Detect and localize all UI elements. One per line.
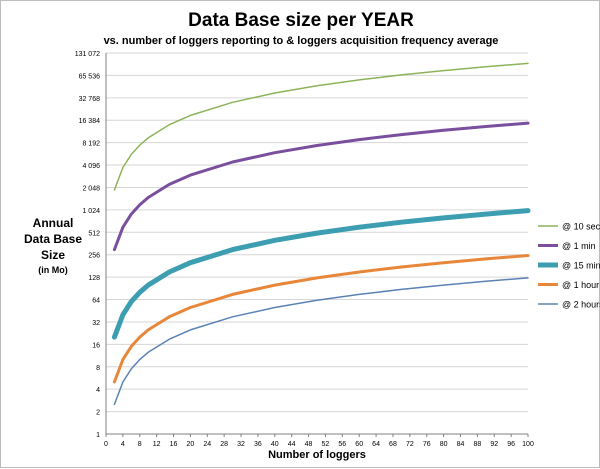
y-tick-label: 1 [96,432,100,439]
y-axis-title-line-1: Annual [33,216,74,230]
legend-label: @ 1 hour [562,280,599,290]
y-tick-label: 8 192 [82,141,100,148]
x-tick-label: 24 [203,441,211,448]
y-tick-label: 16 384 [79,118,101,125]
x-tick-label: 100 [522,441,534,448]
y-tick-labels: 1 2 4 8 16 32 64 128 256 512 1 024 2 048 4 096 8 192 1… [75,51,100,439]
x-tick-labels: 0 4 8 12 16 20 24 28 32 36 40 44 48 52 56 60 64 68 72 76 80 8… [104,434,534,448]
series-lines [111,62,531,406]
chart-title: Data Base size per YEAR [188,10,414,31]
x-tick-label: 20 [187,441,195,448]
y-tick-label: 8 [96,365,100,372]
legend: @ 10 sec @ 1 min @ 15 min @ 1 hour @ 2 hours [538,222,600,310]
x-tick-label: 80 [440,441,448,448]
y-tick-label: 512 [88,230,100,237]
x-tick-label: 32 [237,441,245,448]
x-tick-label: 44 [288,441,296,448]
x-tick-label: 68 [389,441,397,448]
x-tick-label: 52 [322,441,330,448]
x-tick-label: 8 [138,441,142,448]
x-tick-label: 84 [457,441,465,448]
y-tick-label: 32 768 [79,96,101,103]
chart-subtitle: vs. number of loggers reporting to & log… [104,35,499,47]
legend-label: @ 15 min [562,261,600,271]
y-tick-label: 16 [92,342,100,349]
x-tick-label: 92 [490,441,498,448]
y-tick-label: 2 [96,410,100,417]
series-line-1 [113,62,529,191]
legend-label: @ 2 hours [562,300,600,310]
y-tick-label: 2 048 [82,185,100,192]
x-tick-label: 4 [121,441,125,448]
y-tick-label: 32 [92,320,100,327]
y-axis-title-line-3: Size [41,248,65,262]
y-tick-label: 64 [92,298,100,305]
y-tick-label: 128 [88,275,100,282]
x-tick-label: 96 [507,441,515,448]
x-tick-label: 12 [153,441,161,448]
x-tick-label: 64 [372,441,380,448]
x-tick-label: 60 [355,441,363,448]
x-tick-label: 88 [473,441,481,448]
series-line-3 [111,208,531,340]
series-line-2 [112,121,530,252]
axes [105,53,528,435]
y-tick-label: 4 [96,387,100,394]
y-tick-label: 4 096 [82,163,100,170]
x-tick-label: 48 [305,441,313,448]
series-line-5 [113,277,529,406]
grid [106,52,528,413]
y-tick-label: 1 024 [82,208,100,215]
x-tick-label: 76 [423,441,431,448]
legend-label: @ 10 sec [562,222,600,232]
y-axis-title: Annual Data Base Size (in Mo) [24,216,82,275]
x-axis-title: Number of loggers [268,449,366,461]
legend-label: @ 1 min [562,241,596,251]
x-tick-label: 16 [170,441,178,448]
x-tick-label: 72 [406,441,414,448]
y-axis-title-line-2: Data Base [24,232,82,246]
x-tick-label: 36 [254,441,262,448]
x-tick-label: 56 [338,441,346,448]
y-tick-label: 131 072 [75,51,100,58]
y-tick-label: 256 [88,253,100,260]
x-tick-label: 40 [271,441,279,448]
y-tick-label: 65 536 [79,73,101,80]
x-tick-label: 0 [104,441,108,448]
y-axis-unit: (in Mo) [38,265,68,275]
x-tick-label: 28 [220,441,228,448]
series-line-4 [112,254,530,384]
